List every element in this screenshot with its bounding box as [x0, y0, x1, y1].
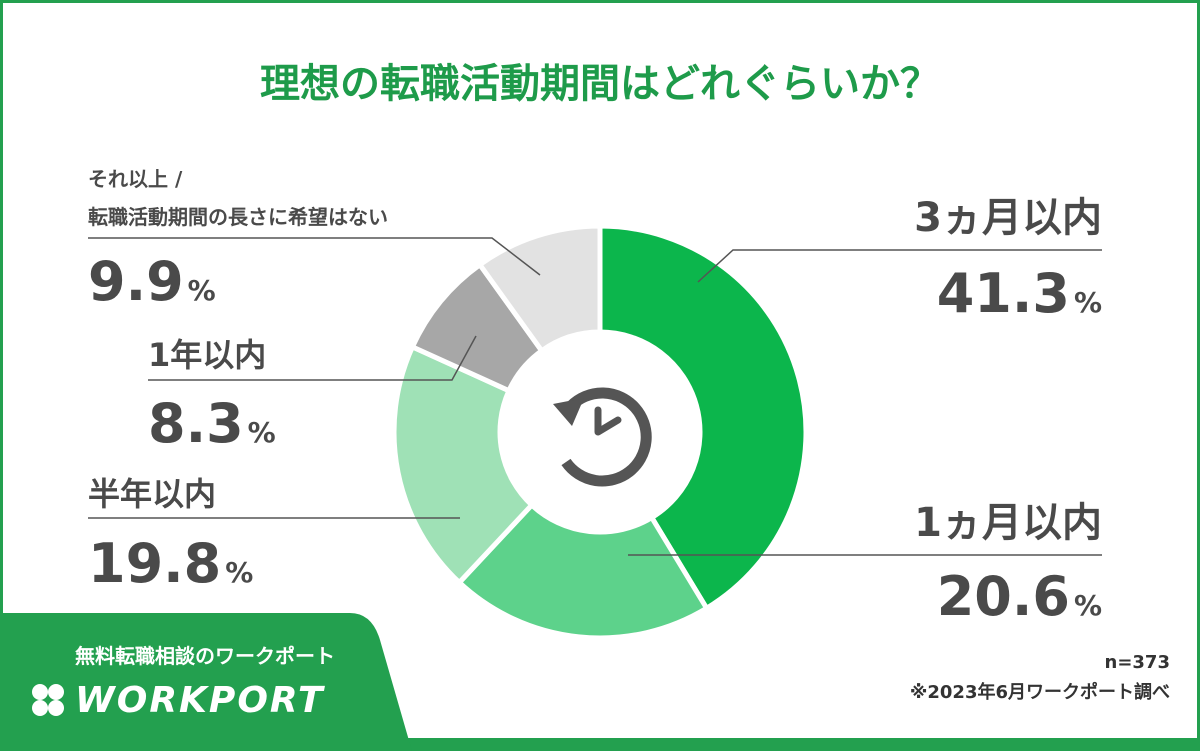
donut-slice	[391, 343, 536, 587]
source-note: ※2023年6月ワークポート調べ	[910, 681, 1170, 703]
sample-size: n=373	[1105, 652, 1170, 673]
clock-icon	[553, 387, 652, 487]
category-label: 3ヵ月以内	[914, 195, 1102, 241]
value-text: %	[187, 274, 216, 307]
leader-lines	[88, 237, 1102, 556]
category-label: 1ヵ月以内	[914, 500, 1102, 546]
donut-slice	[455, 501, 711, 641]
donut-slice	[597, 223, 809, 612]
chart-title: 理想の転職活動期間はどれぐらいか？	[260, 61, 940, 107]
brand-logo: WORKPORT	[75, 680, 325, 721]
brand-icon	[32, 684, 64, 716]
value-text: 41.3	[936, 262, 1070, 325]
value-label: 19.8%	[88, 532, 253, 595]
value-text: 8.3	[148, 392, 244, 455]
value-label: 20.6%	[937, 565, 1102, 628]
value-text: %	[1073, 286, 1102, 319]
value-text: 20.6	[936, 565, 1070, 628]
category-label: 1年以内	[148, 336, 267, 374]
category-label: それ以上 / 転職活動期間の長さに希望はない	[88, 167, 388, 229]
value-label: 41.3%	[937, 262, 1102, 325]
value-text: 19.8	[88, 532, 222, 595]
value-label: 8.3%	[148, 392, 276, 455]
brand-tagline: 無料転職相談のワークポート	[75, 644, 335, 668]
value-text: %	[247, 416, 276, 449]
value-text: %	[1073, 589, 1102, 622]
value-label: 9.9%	[88, 250, 216, 313]
brand-tab	[0, 613, 412, 751]
value-text: 9.9	[88, 250, 184, 313]
value-text: %	[225, 556, 254, 589]
donut-slice	[476, 223, 603, 355]
category-label: 半年以内	[88, 475, 217, 513]
